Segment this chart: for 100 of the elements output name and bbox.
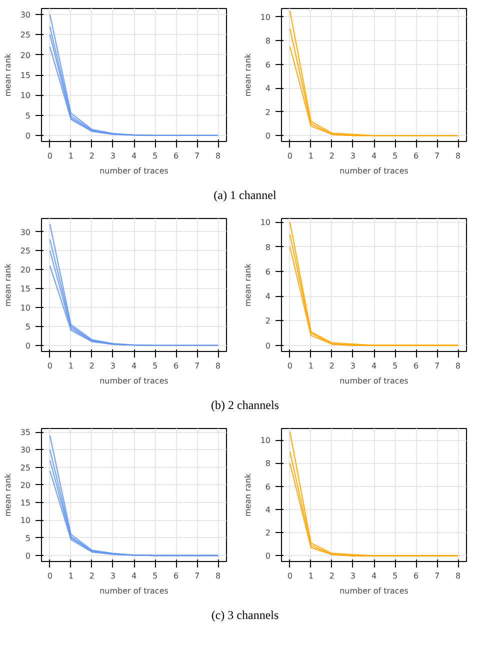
- x-tick-label: 8: [456, 572, 461, 580]
- y-tick-label: 25: [20, 463, 31, 472]
- x-tick-label: 8: [216, 572, 221, 580]
- x-tick-label: 0: [287, 152, 292, 160]
- y-tick-label: 6: [265, 60, 271, 70]
- y-tick-label: 30: [20, 446, 31, 455]
- y-tick-label: 35: [20, 428, 31, 438]
- y-tick-label: 30: [20, 228, 31, 237]
- x-tick-label: 2: [89, 362, 95, 370]
- x-tick-label: 6: [174, 572, 179, 580]
- y-tick-label: 20: [20, 50, 31, 60]
- y-tick-label: 8: [265, 459, 271, 468]
- x-tick-label: 8: [216, 152, 221, 160]
- x-tick-label: 6: [414, 572, 419, 580]
- x-tick-label: 5: [152, 362, 158, 370]
- x-tick-label: 0: [287, 362, 292, 370]
- y-tick-label: 15: [20, 71, 31, 80]
- y-tick-label: 2: [265, 316, 271, 326]
- x-tick-label: 7: [194, 362, 200, 370]
- y-tick-label: 15: [20, 284, 31, 294]
- x-tick-label: 4: [371, 152, 377, 160]
- x-tick-label: 6: [174, 152, 179, 160]
- y-tick-label: 2: [265, 528, 271, 538]
- x-tick-label: 5: [392, 572, 398, 580]
- x-tick-label: 5: [392, 362, 398, 370]
- x-axis-title: number of traces: [340, 586, 408, 596]
- y-tick-label: 6: [265, 482, 271, 492]
- x-tick-label: 3: [350, 572, 356, 580]
- y-tick-label: 25: [20, 246, 31, 256]
- x-tick-label: 2: [89, 152, 95, 160]
- x-tick-label: 1: [308, 572, 314, 580]
- x-tick-label: 7: [194, 152, 200, 160]
- x-tick-label: 8: [456, 362, 461, 370]
- x-tick-label: 4: [131, 572, 137, 580]
- x-tick-label: 4: [131, 362, 137, 370]
- y-tick-label: 20: [20, 480, 31, 490]
- x-tick-label: 5: [152, 152, 158, 160]
- x-axis-title: number of traces: [100, 376, 168, 386]
- y-tick-label: 10: [260, 218, 271, 228]
- x-axis-title: number of traces: [100, 586, 168, 596]
- x-tick-label: 1: [308, 152, 314, 160]
- x-tick-label: 7: [434, 152, 440, 160]
- y-tick-label: 0: [265, 552, 271, 561]
- x-tick-label: 7: [434, 362, 440, 370]
- y-tick-label: 0: [265, 341, 271, 350]
- y-axis-title: mean rank: [3, 263, 12, 307]
- x-axis-title: number of traces: [340, 376, 408, 386]
- x-tick-label: 2: [329, 362, 335, 370]
- x-tick-label: 0: [47, 572, 52, 580]
- y-tick-label: 10: [20, 91, 31, 100]
- y-tick-label: 4: [265, 84, 271, 94]
- y-tick-label: 5: [25, 111, 31, 120]
- x-tick-label: 4: [131, 152, 137, 160]
- text: (b) 2 channels: [211, 397, 279, 414]
- y-tick-label: 4: [265, 505, 271, 514]
- y-tick-label: 10: [20, 304, 31, 313]
- x-tick-label: 8: [216, 362, 221, 370]
- x-tick-label: 6: [414, 362, 419, 370]
- y-tick-label: 15: [20, 498, 31, 508]
- y-tick-label: 4: [265, 292, 271, 302]
- y-tick-label: 20: [20, 266, 31, 275]
- x-tick-label: 1: [68, 572, 74, 580]
- y-tick-label: 8: [265, 36, 271, 46]
- x-tick-label: 2: [329, 152, 335, 160]
- x-tick-label: 7: [194, 572, 200, 580]
- x-tick-label: 3: [350, 152, 356, 160]
- y-tick-label: 30: [20, 10, 31, 20]
- y-axis-title: mean rank: [3, 473, 12, 517]
- x-tick-label: 1: [68, 362, 74, 370]
- x-tick-label: 7: [434, 572, 440, 580]
- x-tick-label: 4: [371, 362, 377, 370]
- x-tick-label: 4: [371, 572, 377, 580]
- y-tick-label: 6: [265, 267, 271, 276]
- y-axis-title: mean rank: [243, 53, 252, 97]
- x-tick-label: 5: [392, 152, 398, 160]
- x-tick-label: 1: [68, 152, 74, 160]
- x-tick-label: 1: [308, 362, 314, 370]
- y-tick-label: 5: [25, 322, 31, 332]
- y-tick-label: 5: [25, 534, 31, 543]
- y-tick-label: 10: [260, 436, 271, 446]
- x-tick-label: 3: [110, 362, 116, 370]
- x-axis-title: number of traces: [100, 166, 168, 176]
- y-axis-title: mean rank: [243, 473, 252, 517]
- x-tick-label: 0: [47, 362, 52, 370]
- y-tick-label: 0: [25, 341, 31, 350]
- y-tick-label: 0: [25, 131, 31, 140]
- x-tick-label: 8: [456, 152, 461, 160]
- x-tick-label: 3: [110, 152, 116, 160]
- x-tick-label: 5: [152, 572, 158, 580]
- x-tick-label: 3: [350, 362, 356, 370]
- y-tick-label: 10: [260, 12, 271, 22]
- x-tick-label: 2: [89, 572, 95, 580]
- text: (a) 1 channel: [214, 187, 276, 204]
- y-tick-label: 10: [20, 516, 31, 526]
- y-axis-title: mean rank: [243, 263, 252, 307]
- y-tick-label: 0: [265, 132, 271, 141]
- text: (c) 3 channels: [211, 607, 279, 624]
- x-tick-label: 0: [287, 572, 292, 580]
- y-tick-label: 25: [20, 30, 31, 40]
- x-tick-label: 6: [174, 362, 179, 370]
